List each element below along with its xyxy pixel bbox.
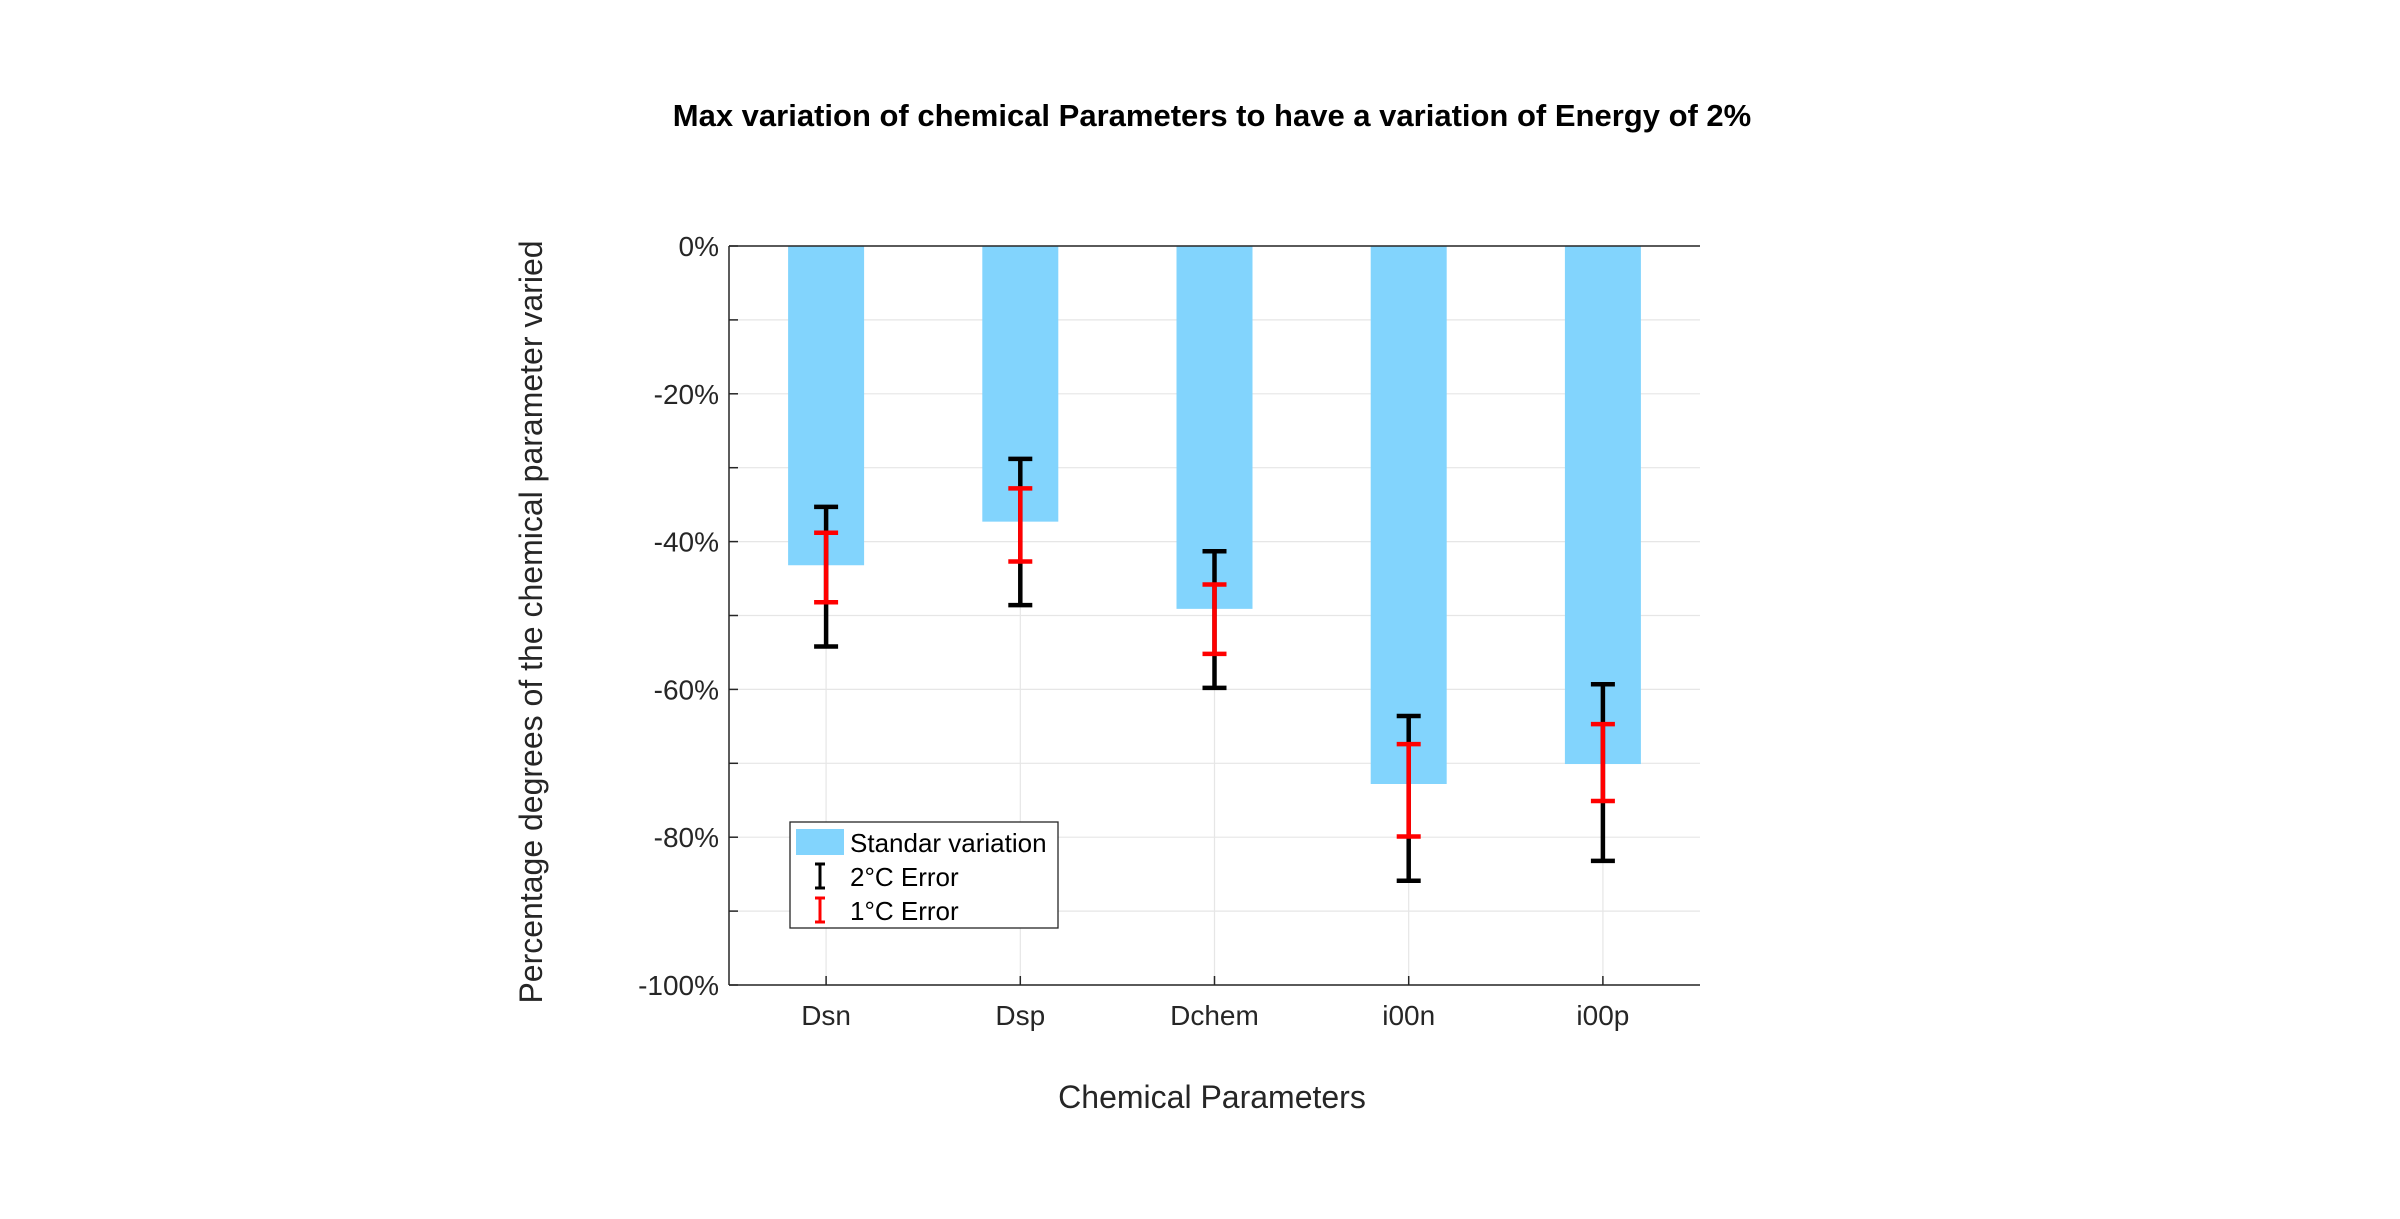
legend-label-standar-variation: Standar variation [850,828,1047,858]
y-tick-label: -20% [654,379,719,410]
error-bar-1-c-error-dchem [1202,582,1227,657]
x-tick-label: i00p [1576,1000,1629,1031]
y-tick-label: 0% [679,231,719,262]
y-tick-label: -80% [654,822,719,853]
error-bar-1-c-error-i00n [1396,741,1421,839]
error-bar-1-c-error-i00p [1590,721,1615,804]
y-tick-label: -60% [654,674,719,705]
x-axis-label: Chemical Parameters [1058,1079,1366,1115]
x-tick-label: Dchem [1170,1000,1259,1031]
legend-label-2c-error: 2°C Error [850,862,959,892]
x-tick-label: Dsn [801,1000,851,1031]
x-tick-label: Dsp [995,1000,1045,1031]
legend-label-1c-error: 1°C Error [850,896,959,926]
y-tick-label: -100% [638,970,719,1001]
legend-swatch-standar-variation [796,829,844,855]
bar-i00p [1564,246,1641,765]
x-tick-label: i00n [1382,1000,1435,1031]
y-tick-label: -40% [654,527,719,558]
bar-dchem [1176,246,1253,609]
error-bar-1-c-error-dsn [814,530,839,605]
error-bar-1-c-error-dsp [1008,486,1033,564]
axes [728,245,1700,986]
error-bars [814,456,1615,884]
bars [788,246,1641,784]
bar-i00n [1370,246,1447,784]
legend: Standar variation 2°C Error 1°C Error [789,821,1059,929]
legend-marker-1c-error [815,896,825,924]
y-axis-label: Percentage degrees of the chemical param… [513,240,549,1003]
tick-labels: 0% -20% -40% -60% -80% -100% Dsn Dsp Dchem i00n i0… [638,231,1629,1031]
chart-title: Max variation of chemical Parameters to … [673,98,1752,133]
legend-marker-2c-error [815,862,825,890]
